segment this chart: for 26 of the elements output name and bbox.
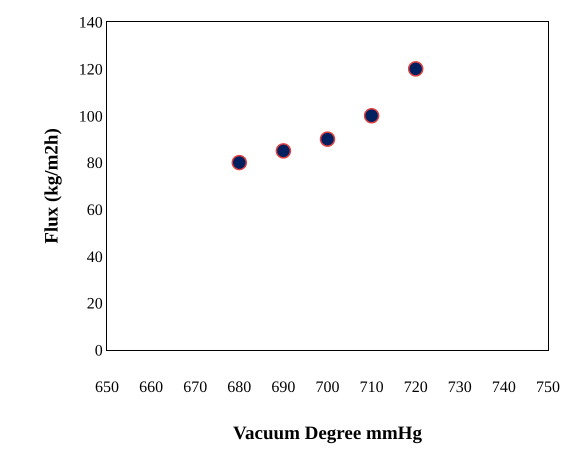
x-tick-label: 740	[492, 379, 516, 396]
x-axis-title: Vacuum Degree mmHg	[233, 423, 422, 444]
x-tick-label: 750	[536, 379, 560, 396]
point	[232, 154, 248, 170]
x-tick-label: 670	[183, 379, 208, 396]
y-tick-label: 60	[86, 202, 103, 220]
y-tick-label: 140	[78, 14, 103, 32]
point	[276, 143, 292, 159]
x-tick-label: 660	[139, 379, 164, 396]
x-tick-label: 680	[227, 379, 252, 396]
x-tick-label: 720	[404, 379, 428, 396]
y-tick-label: 0	[94, 342, 103, 360]
y-tick-label: 40	[86, 248, 103, 266]
y-tick-label: 20	[86, 296, 103, 313]
y-tick-label: 80	[86, 155, 103, 172]
y-axis-title: Flux (kg/m2h)	[42, 128, 63, 244]
y-tick-label: 120	[78, 61, 103, 78]
point	[320, 131, 336, 147]
point	[408, 61, 424, 77]
y-tick-label: 100	[78, 108, 103, 126]
x-tick-label: 730	[448, 379, 472, 396]
x-tick-label: 690	[271, 379, 296, 396]
x-tick-label: 650	[95, 379, 119, 396]
point	[364, 108, 380, 124]
x-tick-label: 710	[360, 379, 384, 396]
x-tick-label: 700	[316, 379, 340, 396]
